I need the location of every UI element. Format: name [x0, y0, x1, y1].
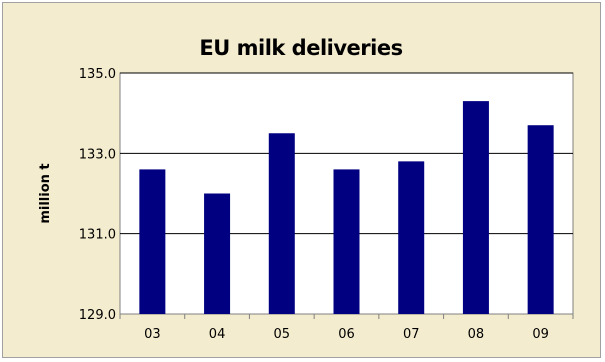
y-tick-label: 133.0	[79, 147, 116, 162]
x-tick-label: 08	[468, 327, 485, 342]
x-tick-label: 04	[209, 327, 226, 342]
bar-chart: EU milk deliveries 129.0 131.0 133.0 135.0 0…	[38, 36, 574, 342]
y-tick-label: 135.0	[79, 67, 116, 82]
x-tick-label: 09	[532, 327, 549, 342]
x-tick-label: 03	[144, 327, 161, 342]
chart-title: EU milk deliveries	[199, 36, 402, 60]
chart-container: EU milk deliveries 129.0 131.0 133.0 135.0 0…	[2, 2, 601, 358]
bar	[333, 169, 360, 314]
y-axis-label: million t	[38, 163, 53, 223]
plot-area: 129.0 131.0 133.0 135.0 03 04 05 06 07 08 09	[79, 67, 574, 342]
bar	[268, 133, 295, 314]
x-tick-label: 06	[338, 327, 355, 342]
bar	[398, 161, 425, 314]
x-tick-label: 05	[274, 327, 291, 342]
bar	[462, 101, 489, 314]
bar	[139, 169, 166, 314]
bar	[204, 193, 231, 314]
y-tick-label: 131.0	[79, 228, 116, 243]
bar	[527, 125, 554, 314]
x-tick-label: 07	[403, 327, 420, 342]
y-tick-label: 129.0	[79, 308, 116, 323]
